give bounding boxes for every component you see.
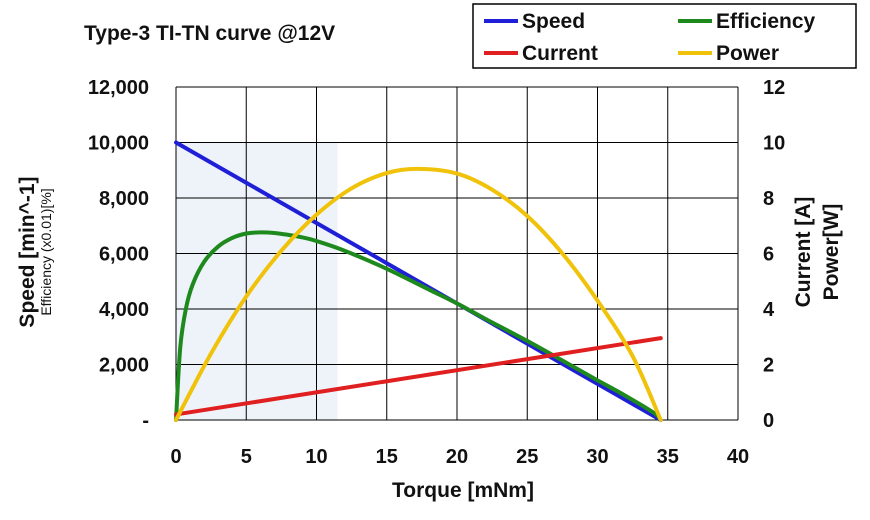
y-axis-ticks: - 2,000 4,000 6,000 8,000 10,000 12,000 [88,77,149,432]
y2-tick-label: 0 [763,410,774,432]
y-tick-label: 4,000 [99,299,149,321]
x-tick-label: 40 [727,446,749,468]
x-tick-label: 0 [170,446,181,468]
y2-tick-label: 2 [763,355,774,377]
x-tick-label: 35 [657,446,679,468]
y-tick-label: 6,000 [99,244,149,266]
y-tick-label: 8,000 [99,188,149,210]
y-axis-label: Speed [min^-1] [16,176,39,327]
x-axis-ticks: 0 5 10 15 20 25 30 35 40 [170,446,749,468]
y2-tick-label: 6 [763,244,774,266]
y-tick-label: - [142,410,149,432]
x-tick-label: 25 [516,446,538,468]
y2-tick-label: 12 [763,77,785,99]
y-tick-label: 12,000 [88,77,149,99]
y2-axis-label-current: Current [A] [792,197,815,308]
x-tick-label: 15 [376,446,398,468]
x-tick-label: 5 [241,446,252,468]
legend-box [472,3,857,69]
legend-label-current: Current [522,42,598,65]
x-tick-label: 30 [586,446,608,468]
legend-label-efficiency: Efficiency [716,10,816,33]
y2-axis-ticks: 0 2 4 6 8 10 12 [763,77,785,432]
x-axis-label: Torque [mNm] [392,479,534,502]
grid [175,86,739,421]
y2-tick-label: 10 [763,133,785,155]
legend: Speed Current Efficiency Power [472,3,857,69]
y-tick-label: 10,000 [88,133,149,155]
y2-tick-label: 4 [763,299,775,321]
x-tick-label: 20 [446,446,468,468]
y-tick-label: 2,000 [99,355,149,377]
series-line-current [174,336,663,417]
chart-title: Type-3 TI-TN curve @12V [84,22,335,45]
series-group [174,140,663,422]
series-line-power [174,166,663,422]
legend-label-power: Power [716,42,779,65]
y2-axis-label-power: Power[W] [820,204,843,301]
x-tick-label: 10 [305,446,327,468]
legend-label-speed: Speed [522,10,585,33]
y2-tick-label: 8 [763,188,774,210]
series-line-efficiency [174,230,663,422]
y-axis-sublabel: Efficiency (x0.01)[%] [38,188,54,315]
series-line-speed [174,140,663,422]
